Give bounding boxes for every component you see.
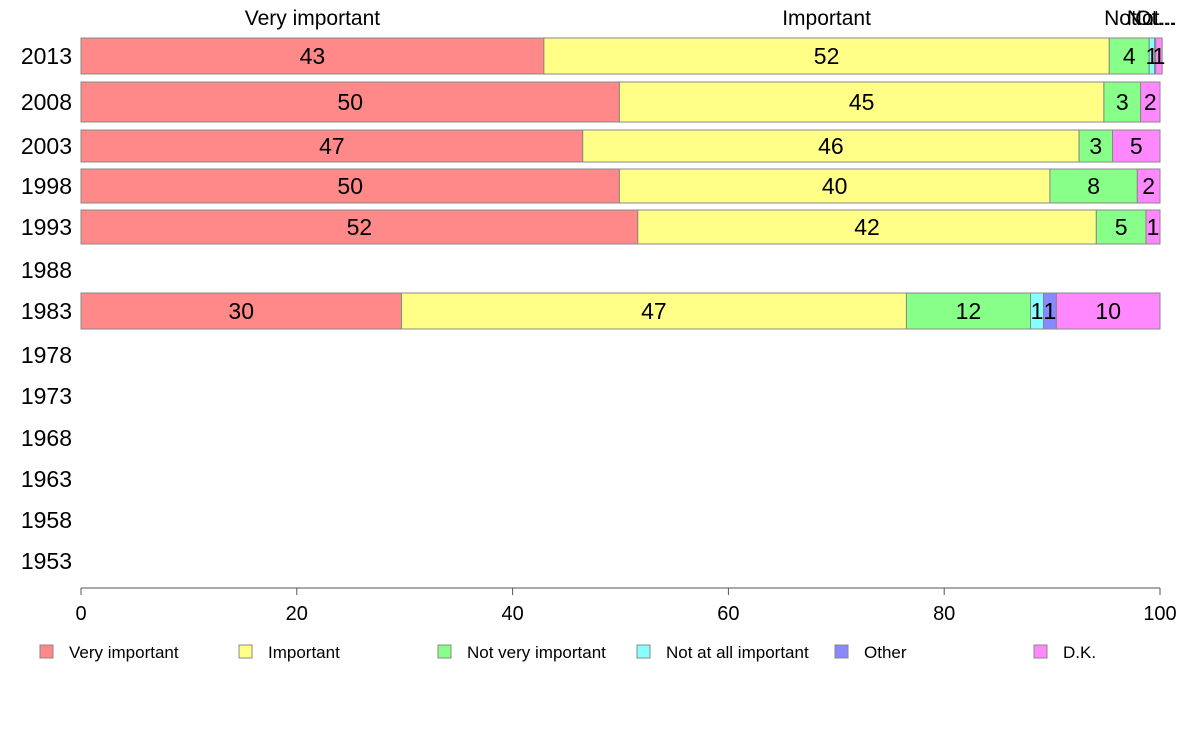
bar-segment: [1078, 129, 1114, 163]
data-label: 52: [347, 214, 373, 240]
data-label: 3: [1089, 133, 1102, 159]
data-label: 50: [337, 89, 363, 115]
category-label: 2013: [21, 43, 72, 69]
category-label: 1968: [21, 425, 72, 451]
category-label: 2003: [21, 133, 72, 159]
legend-swatch: [834, 644, 849, 659]
bar-segment: [80, 81, 620, 123]
data-label: 40: [822, 173, 848, 199]
top-series-label: Important: [782, 7, 871, 30]
legend-swatch: [636, 644, 651, 659]
category-label: 1978: [21, 342, 72, 368]
category-label: 2008: [21, 89, 72, 115]
data-label: 47: [641, 298, 667, 324]
data-label: 1: [1044, 298, 1057, 324]
x-tick-label: 20: [286, 603, 308, 625]
bar-segment: [1140, 81, 1161, 123]
data-label: 30: [228, 298, 254, 324]
legend-label: Important: [268, 643, 340, 662]
bar-segment: [1145, 209, 1161, 245]
category-label: 1993: [21, 214, 72, 240]
legend-label: D.K.: [1063, 643, 1096, 662]
legend-swatch: [238, 644, 253, 659]
bar-segment: [1103, 81, 1142, 123]
data-label: 2: [1142, 173, 1155, 199]
category-label: 1983: [21, 298, 72, 324]
legend-label: Other: [864, 643, 907, 662]
bar-segment: [618, 81, 1105, 123]
data-label: 1: [1147, 214, 1160, 240]
data-label: 5: [1130, 133, 1143, 159]
bar-segment: [400, 292, 907, 330]
data-label: 45: [849, 89, 875, 115]
data-label: 12: [956, 298, 982, 324]
top-series-label: Not...: [1127, 7, 1177, 30]
top-series-label: Ot...: [1135, 7, 1175, 30]
top-series-label: Very important: [245, 7, 381, 30]
data-label: 5: [1115, 214, 1128, 240]
data-label: 52: [814, 43, 840, 69]
data-label: 10: [1095, 298, 1121, 324]
bar-segment: [1049, 168, 1138, 204]
data-label: 8: [1087, 173, 1100, 199]
x-tick-label: 80: [933, 603, 955, 625]
bar-segment: [80, 37, 545, 75]
x-tick-label: 60: [717, 603, 739, 625]
bar-segment: [637, 209, 1097, 245]
bar-segment: [1112, 129, 1161, 163]
data-label: 47: [319, 133, 345, 159]
bar-segment: [80, 129, 584, 163]
bar-segment: [80, 168, 620, 204]
legend-swatch: [1033, 644, 1048, 659]
bar-segment: [1108, 37, 1150, 75]
category-label: 1958: [21, 507, 72, 533]
legend-label: Not at all important: [666, 643, 809, 662]
legend-swatch: [39, 644, 54, 659]
data-label: 1: [1153, 43, 1166, 69]
bar-segment: [1055, 292, 1161, 330]
data-label: 46: [818, 133, 844, 159]
top-series-label: Not...: [1104, 7, 1154, 30]
data-label: 43: [300, 43, 326, 69]
data-label: 42: [854, 214, 880, 240]
category-label: 1953: [21, 548, 72, 574]
data-label: 1: [1031, 298, 1044, 324]
x-tick-label: 0: [75, 603, 86, 625]
category-label: 1963: [21, 466, 72, 492]
bar-segment: [80, 209, 639, 245]
category-label: 1973: [21, 383, 72, 409]
x-tick-label: 100: [1143, 603, 1176, 625]
bar-segment: [1155, 37, 1163, 75]
data-label: 50: [337, 173, 363, 199]
data-label: 3: [1116, 89, 1129, 115]
category-label: 1998: [21, 173, 72, 199]
data-label: 4: [1123, 43, 1136, 69]
category-label: 1988: [21, 257, 72, 283]
bar-segment: [1136, 168, 1161, 204]
x-tick-label: 40: [501, 603, 523, 625]
legend-label: Very important: [69, 643, 179, 662]
bar-segment: [1095, 209, 1147, 245]
legend-swatch: [437, 644, 452, 659]
data-label: 2: [1144, 89, 1157, 115]
legend-label: Not very important: [467, 643, 606, 662]
